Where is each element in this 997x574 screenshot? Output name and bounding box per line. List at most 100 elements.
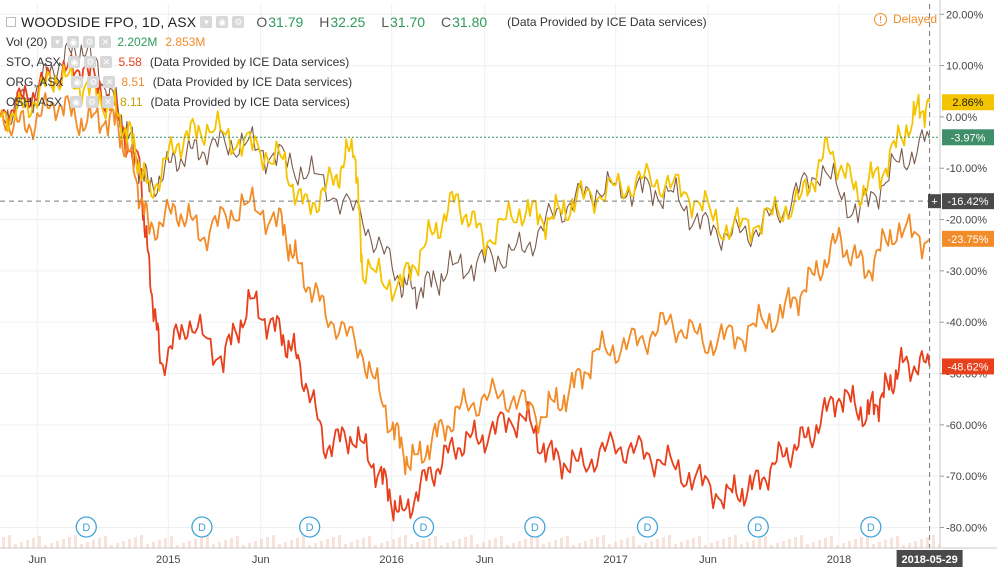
close-icon[interactable]: ✕	[102, 96, 115, 108]
gear-icon[interactable]: ⚙	[84, 56, 97, 68]
eye-icon[interactable]: ◉	[70, 96, 83, 108]
volume-bar	[362, 538, 365, 548]
add-alert-button[interactable]	[928, 194, 941, 209]
volume-bar	[308, 545, 311, 548]
volume-bar	[752, 540, 755, 548]
volume-bar	[92, 540, 95, 548]
volume-bar	[920, 539, 923, 548]
volume-bar	[536, 535, 539, 548]
delayed-badge[interactable]: ! Delayed	[873, 12, 937, 26]
price-series	[0, 38, 931, 522]
dividend-marker-label: D	[754, 522, 762, 534]
eye-icon[interactable]: ◉	[68, 56, 81, 68]
volume-bar	[872, 544, 875, 548]
dropdown-icon[interactable]: ▾	[51, 36, 64, 48]
volume-bar	[26, 540, 29, 548]
gear-icon[interactable]: ⚙	[86, 96, 99, 108]
volume-bar	[524, 539, 527, 548]
volume-bar	[728, 537, 731, 548]
legend: WOODSIDE FPO, 1D, ASX ▾ ◉ ⚙ O31.79 H32.2…	[6, 12, 707, 112]
series-end-label-bg	[942, 230, 994, 247]
dividend-marker[interactable]	[860, 516, 882, 538]
dividend-marker-label: D	[867, 522, 875, 534]
volume-bar	[296, 538, 299, 548]
volume-bar	[572, 545, 575, 548]
close-icon[interactable]: ✕	[100, 56, 113, 68]
volume-bar	[458, 539, 461, 548]
dividend-marker-label: D	[306, 522, 314, 534]
volume-bar	[830, 536, 833, 548]
volume-bar	[338, 535, 341, 548]
compare-row-org: ORG, ASX ◉ ⚙ ✕ 8.51 (Data Provided by IC…	[6, 72, 707, 92]
eye-icon[interactable]: ◉	[71, 76, 84, 88]
series-end-label-bg	[942, 358, 994, 375]
volume-bar	[164, 538, 167, 548]
volume-bar	[152, 542, 155, 548]
volume-bar	[590, 539, 593, 548]
volume-bar	[188, 541, 191, 548]
eye-icon[interactable]: ◉	[67, 36, 80, 48]
volume-bar	[134, 537, 137, 548]
volume-bar	[368, 536, 371, 548]
volume-bar	[710, 543, 713, 548]
volume-bar	[656, 539, 659, 548]
volume-bar	[314, 543, 317, 548]
close-icon[interactable]: ✕	[99, 36, 112, 48]
volume-bar	[116, 543, 119, 548]
gear-icon[interactable]: ⚙	[87, 76, 100, 88]
volume-bar	[506, 545, 509, 548]
volume-bar	[626, 538, 629, 548]
y-axis-bg	[940, 0, 997, 569]
x-axis: Jun 2015 Jun 2016 Jun 2017 Jun 2018 2018-05-29	[0, 547, 997, 567]
series-end-label-bg	[942, 94, 994, 111]
volume-bar	[236, 536, 239, 548]
volume-bar	[734, 535, 737, 548]
volume-bar	[44, 545, 47, 548]
gear-icon[interactable]: ⚙	[83, 36, 96, 48]
open-label: O	[256, 14, 268, 30]
volume-bar	[224, 540, 227, 548]
volume-bar	[248, 543, 251, 548]
y-tick-label: -20.00%	[946, 215, 987, 227]
volume-bar	[416, 542, 419, 548]
volume-bar	[320, 541, 323, 548]
x-tick-label: Jun	[28, 554, 46, 566]
volume-bar	[170, 536, 173, 548]
volume-bar	[110, 545, 113, 548]
high-label: H	[319, 14, 330, 30]
dividend-marker[interactable]	[75, 516, 97, 538]
crosshair	[0, 4, 940, 548]
dividend-marker[interactable]	[747, 516, 769, 538]
volume-bar	[584, 541, 587, 548]
volume-bar	[902, 545, 905, 548]
volume-bar	[278, 544, 281, 548]
volume-bar	[284, 542, 287, 548]
gear-icon[interactable]: ⚙	[232, 16, 245, 28]
series-end-label: -3.97%	[951, 132, 986, 144]
volume-bar	[494, 538, 497, 548]
compare-symbol: STO, ASX	[6, 55, 61, 69]
series-end-labels: -3.97% -48.62% -23.75% 2.86% -16.42% +	[928, 94, 994, 375]
dropdown-icon[interactable]: ▾	[200, 16, 213, 28]
compare-provider: (Data Provided by ICE Data services)	[150, 95, 350, 109]
dividend-marker[interactable]	[412, 516, 435, 538]
volume-bar	[68, 537, 71, 548]
volume-bar	[764, 536, 767, 548]
volume-bar	[602, 535, 605, 548]
volume-bar	[146, 544, 149, 548]
series-line	[0, 92, 931, 476]
volume-bar	[542, 544, 545, 548]
volume-bar	[482, 542, 485, 548]
close-icon[interactable]: ✕	[103, 76, 116, 88]
y-tick-label: 10.00%	[946, 61, 984, 73]
crosshair-value-label: -16.42%	[948, 196, 989, 208]
dividend-marker[interactable]	[524, 516, 546, 538]
dividend-marker[interactable]	[636, 516, 659, 538]
collapse-toggle[interactable]	[6, 17, 16, 27]
eye-icon[interactable]: ◉	[216, 16, 229, 28]
dividend-marker[interactable]	[299, 516, 321, 538]
dividend-marker[interactable]	[191, 516, 213, 538]
